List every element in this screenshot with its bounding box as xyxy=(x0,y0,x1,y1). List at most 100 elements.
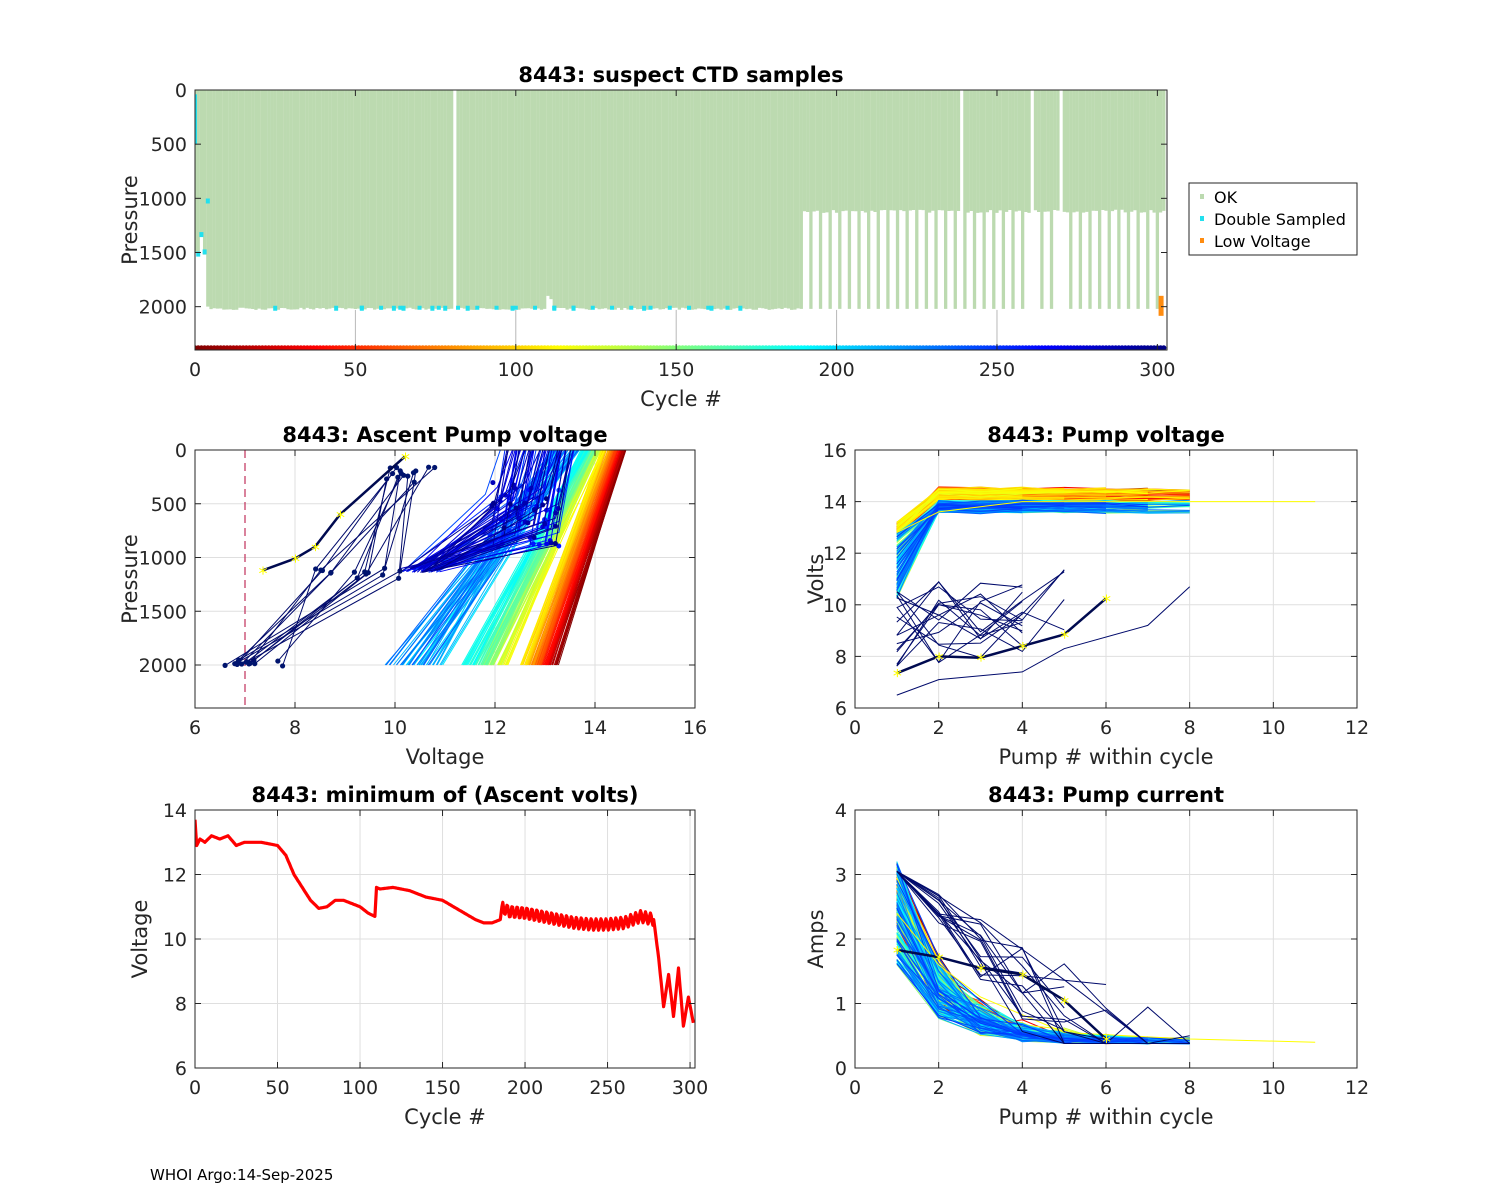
pumpc-xtick-label: 4 xyxy=(1016,1077,1028,1099)
pumpv-longest-series xyxy=(896,501,1316,534)
ctd-xtick-label: 150 xyxy=(658,359,694,381)
ascent-pump-point xyxy=(548,540,554,546)
pumpc-xlabel: Pump # within cycle xyxy=(999,1105,1214,1129)
ascent-cycle-line xyxy=(486,450,596,666)
pumpc-highlight-marker: * xyxy=(977,961,986,982)
legend-marker xyxy=(1200,216,1204,221)
double-sampled-marker xyxy=(571,305,576,310)
ascent-pump-point xyxy=(410,470,417,476)
ascent-highlight-marker: * xyxy=(311,540,320,561)
ascent-cycle-line xyxy=(410,450,550,570)
ascent-cycle-line xyxy=(530,450,612,666)
pumpc-late-cycle-line xyxy=(896,870,1149,1044)
ascent-highlight-marker: * xyxy=(291,552,300,573)
ascent-pump-point xyxy=(432,464,438,471)
pumpv-cycle-line xyxy=(896,487,1023,535)
pumpv-title: 8443: Pump voltage xyxy=(987,423,1225,447)
ascent-cycle-line xyxy=(412,450,544,569)
double-sampled-marker xyxy=(465,305,470,311)
ascent-title: 8443: Ascent Pump voltage xyxy=(282,423,607,447)
ascent-cycle-line xyxy=(424,450,546,573)
ctd-xtick-label: 250 xyxy=(979,359,1015,381)
minv-xtick-label: 50 xyxy=(265,1077,289,1099)
double-sampled-marker xyxy=(738,305,743,311)
ascent-ytick-label: 1000 xyxy=(139,548,187,570)
double-sampled-marker xyxy=(205,198,210,204)
pumpc-highlight-line xyxy=(896,948,1107,1040)
double-sampled-marker xyxy=(443,305,448,311)
ctd-xtick-label: 100 xyxy=(498,359,534,381)
pumpc-ytick-label: 3 xyxy=(835,865,847,887)
ctd-ytick-label: 500 xyxy=(151,134,187,156)
pumpv-ytick-label: 16 xyxy=(823,440,847,462)
pumpv-late-cycle-line xyxy=(896,593,1023,636)
pumpc-xtick-label: 10 xyxy=(1261,1077,1285,1099)
pumpc-late-cycle-line xyxy=(896,870,1023,974)
pumpv-xtick-label: 12 xyxy=(1345,717,1369,739)
pumpv-cycle-line xyxy=(896,508,1023,550)
ascent-cycle-line xyxy=(396,450,566,666)
ascent-pump-point xyxy=(512,485,518,491)
ascent-pump-point xyxy=(252,661,258,667)
ctd-ytick-label: 0 xyxy=(175,80,187,102)
pumpc-xtick-label: 0 xyxy=(849,1077,861,1099)
double-sampled-marker xyxy=(706,305,711,310)
ascent-pump-point xyxy=(362,569,368,575)
double-sampled-marker xyxy=(494,305,499,310)
ascent-cycle-line xyxy=(485,450,595,666)
legend-box xyxy=(1188,182,1358,256)
ascent-cycle-line xyxy=(525,450,606,666)
ascent-pump-point xyxy=(411,479,417,485)
pumpv-cycle-line xyxy=(896,505,1023,565)
ctd-ytick-label: 1000 xyxy=(139,188,187,210)
ctd-xtick-label: 200 xyxy=(818,359,854,381)
minv-xtick-label: 150 xyxy=(424,1077,460,1099)
pumpc-xtick-label: 6 xyxy=(1100,1077,1112,1099)
ascent-cycle-line xyxy=(466,450,588,666)
ascent-cycle-line xyxy=(409,450,541,569)
ascent-pump-point xyxy=(279,663,286,669)
ascent-cycle-line xyxy=(481,450,592,666)
pumpv-late-cycle-line xyxy=(896,604,1023,651)
pumpv-cycle-line xyxy=(896,491,1065,533)
ascent-pump-point xyxy=(351,569,358,575)
ascent-xtick-label: 12 xyxy=(483,717,507,739)
ascent-cycle-line xyxy=(500,450,601,666)
ascent-pump-point xyxy=(530,541,536,547)
legend-entry: Double Sampled xyxy=(1214,210,1346,229)
low-voltage-marker xyxy=(1158,295,1164,316)
ascent-cycle-line xyxy=(432,450,575,572)
pumpc-ytick-label: 0 xyxy=(835,1058,847,1080)
pumpv-xtick-label: 8 xyxy=(1184,717,1196,739)
pumpv-highlight-marker: * xyxy=(935,649,944,670)
pumpv-xtick-label: 4 xyxy=(1016,717,1028,739)
minv-ytick-label: 8 xyxy=(175,994,187,1016)
ascent-pump-point xyxy=(396,575,402,581)
ascent-cycle-line xyxy=(470,450,591,666)
minv-ytick-label: 10 xyxy=(163,929,187,951)
ctd-xtick-label: 300 xyxy=(1139,359,1175,381)
pumpc-xtick-label: 8 xyxy=(1184,1077,1196,1099)
ascent-cycle-line xyxy=(434,450,567,570)
pumpc-ytick-label: 4 xyxy=(835,800,847,822)
double-sampled-marker xyxy=(709,305,714,311)
pumpv-ytick-label: 10 xyxy=(823,595,847,617)
pumpc-cycle-line xyxy=(896,864,1148,1043)
ascent-pump-point xyxy=(531,506,537,512)
ascent-cycle-line xyxy=(520,450,605,666)
minv-xlabel: Cycle # xyxy=(404,1105,486,1129)
double-sampled-marker xyxy=(359,305,364,310)
ascent-cycle-line xyxy=(478,450,591,666)
pumpv-late-cycle-line xyxy=(896,595,1023,664)
ascent-cycle-line xyxy=(532,450,607,666)
pumpv-highlight-marker: * xyxy=(1060,627,1069,648)
pumpc-late-cycle-line xyxy=(896,870,1023,1018)
pumpc-data: * * * * * * xyxy=(893,861,1316,1053)
pumpc-late-cycle-line xyxy=(896,870,1190,1044)
legend-marker xyxy=(1200,238,1204,243)
ctd-title: 8443: suspect CTD samples xyxy=(518,63,843,87)
ascent-pump-point xyxy=(405,473,411,479)
ascent-cycle-line xyxy=(422,450,541,570)
minv-xtick-label: 100 xyxy=(342,1077,378,1099)
